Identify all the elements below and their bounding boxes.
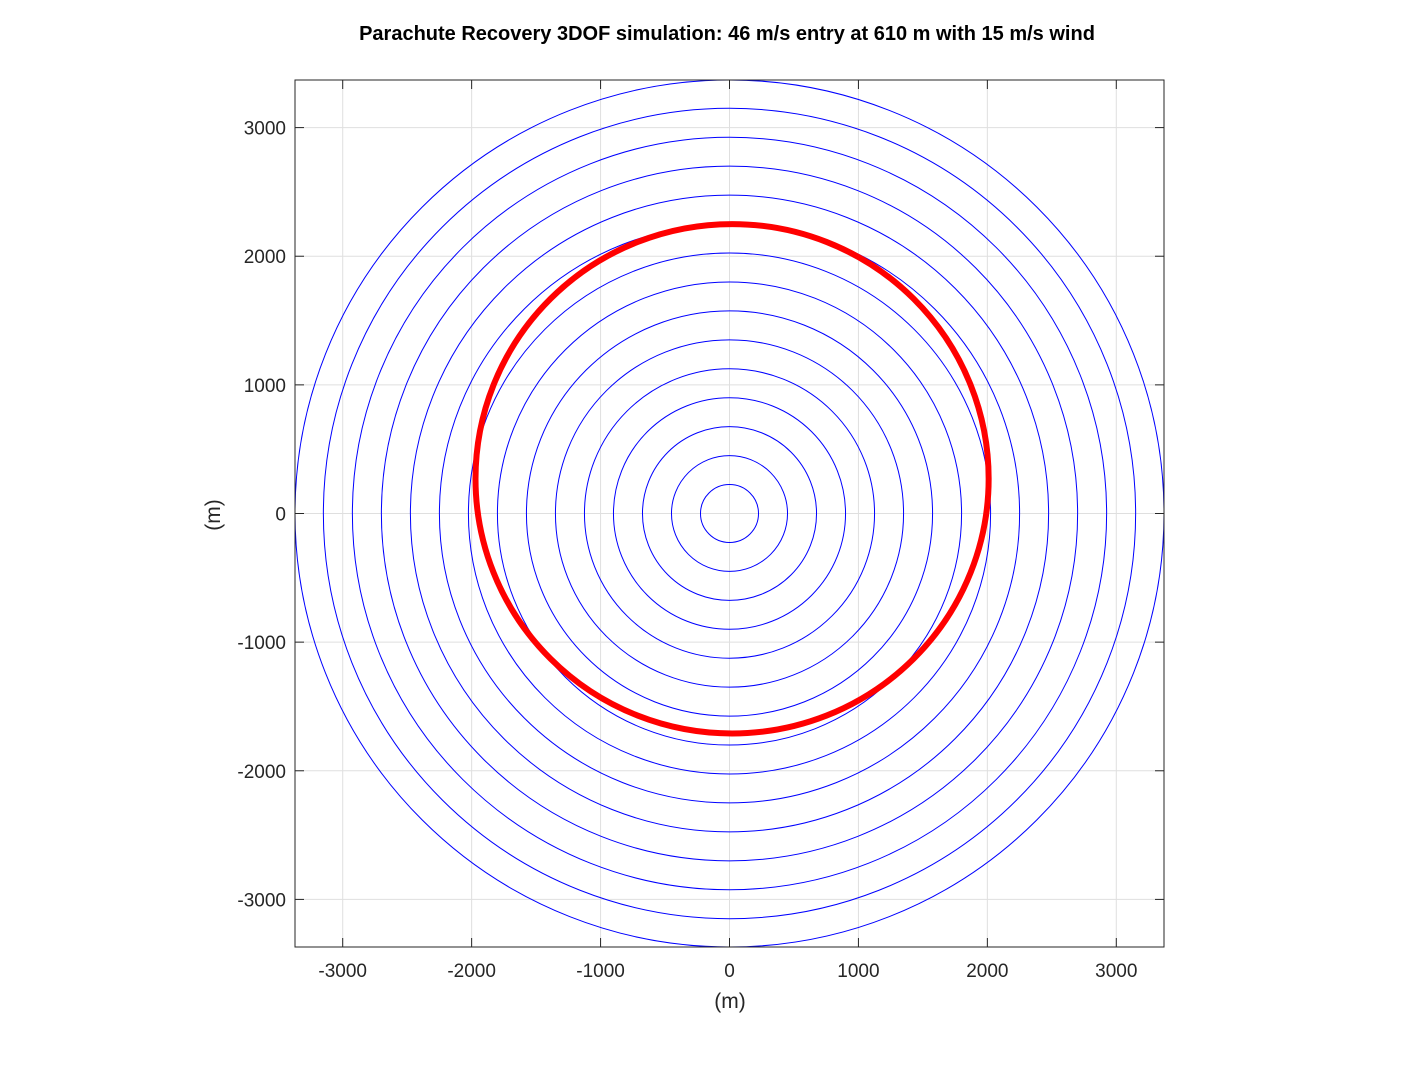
chart-title: Parachute Recovery 3DOF simulation: 46 m… [359,23,1095,45]
x-tick-label: -2000 [447,961,496,982]
range-contour [554,339,905,688]
x-tick-label: -1000 [576,961,625,982]
x-tick-label: 2000 [966,961,1008,982]
plot-area: -3000 -2000 -1000 0 1000 2000 3000 -3000 -2000 -1… [237,79,1165,982]
x-tick-label: 3000 [1095,961,1137,982]
range-contour [583,368,876,659]
range-contour [380,165,1079,862]
range-contour [670,455,789,572]
y-tick-label: -1000 [237,633,286,654]
range-contour [641,426,818,601]
range-contour [496,281,963,746]
range-contour [322,107,1137,920]
x-axis-label: (m) [714,990,745,1013]
y-tick-label: -2000 [237,762,286,783]
y-tick-label: 1000 [244,376,286,397]
range-contour [351,136,1108,891]
y-tick-label: -3000 [237,890,286,911]
y-tick-label: 2000 [244,247,286,268]
landing-footprint [472,221,992,737]
y-tick-label: 0 [275,505,286,526]
range-contour [409,194,1050,833]
range-contour [467,252,992,775]
x-tick-label: -3000 [318,961,367,982]
range-contour [699,484,760,543]
y-axis-label: (m) [202,499,225,530]
range-contour [525,310,934,717]
x-tick-label: 1000 [837,961,879,982]
range-contour [612,397,847,630]
y-tick-label: 3000 [244,119,286,140]
x-tick-label: 0 [724,961,735,982]
